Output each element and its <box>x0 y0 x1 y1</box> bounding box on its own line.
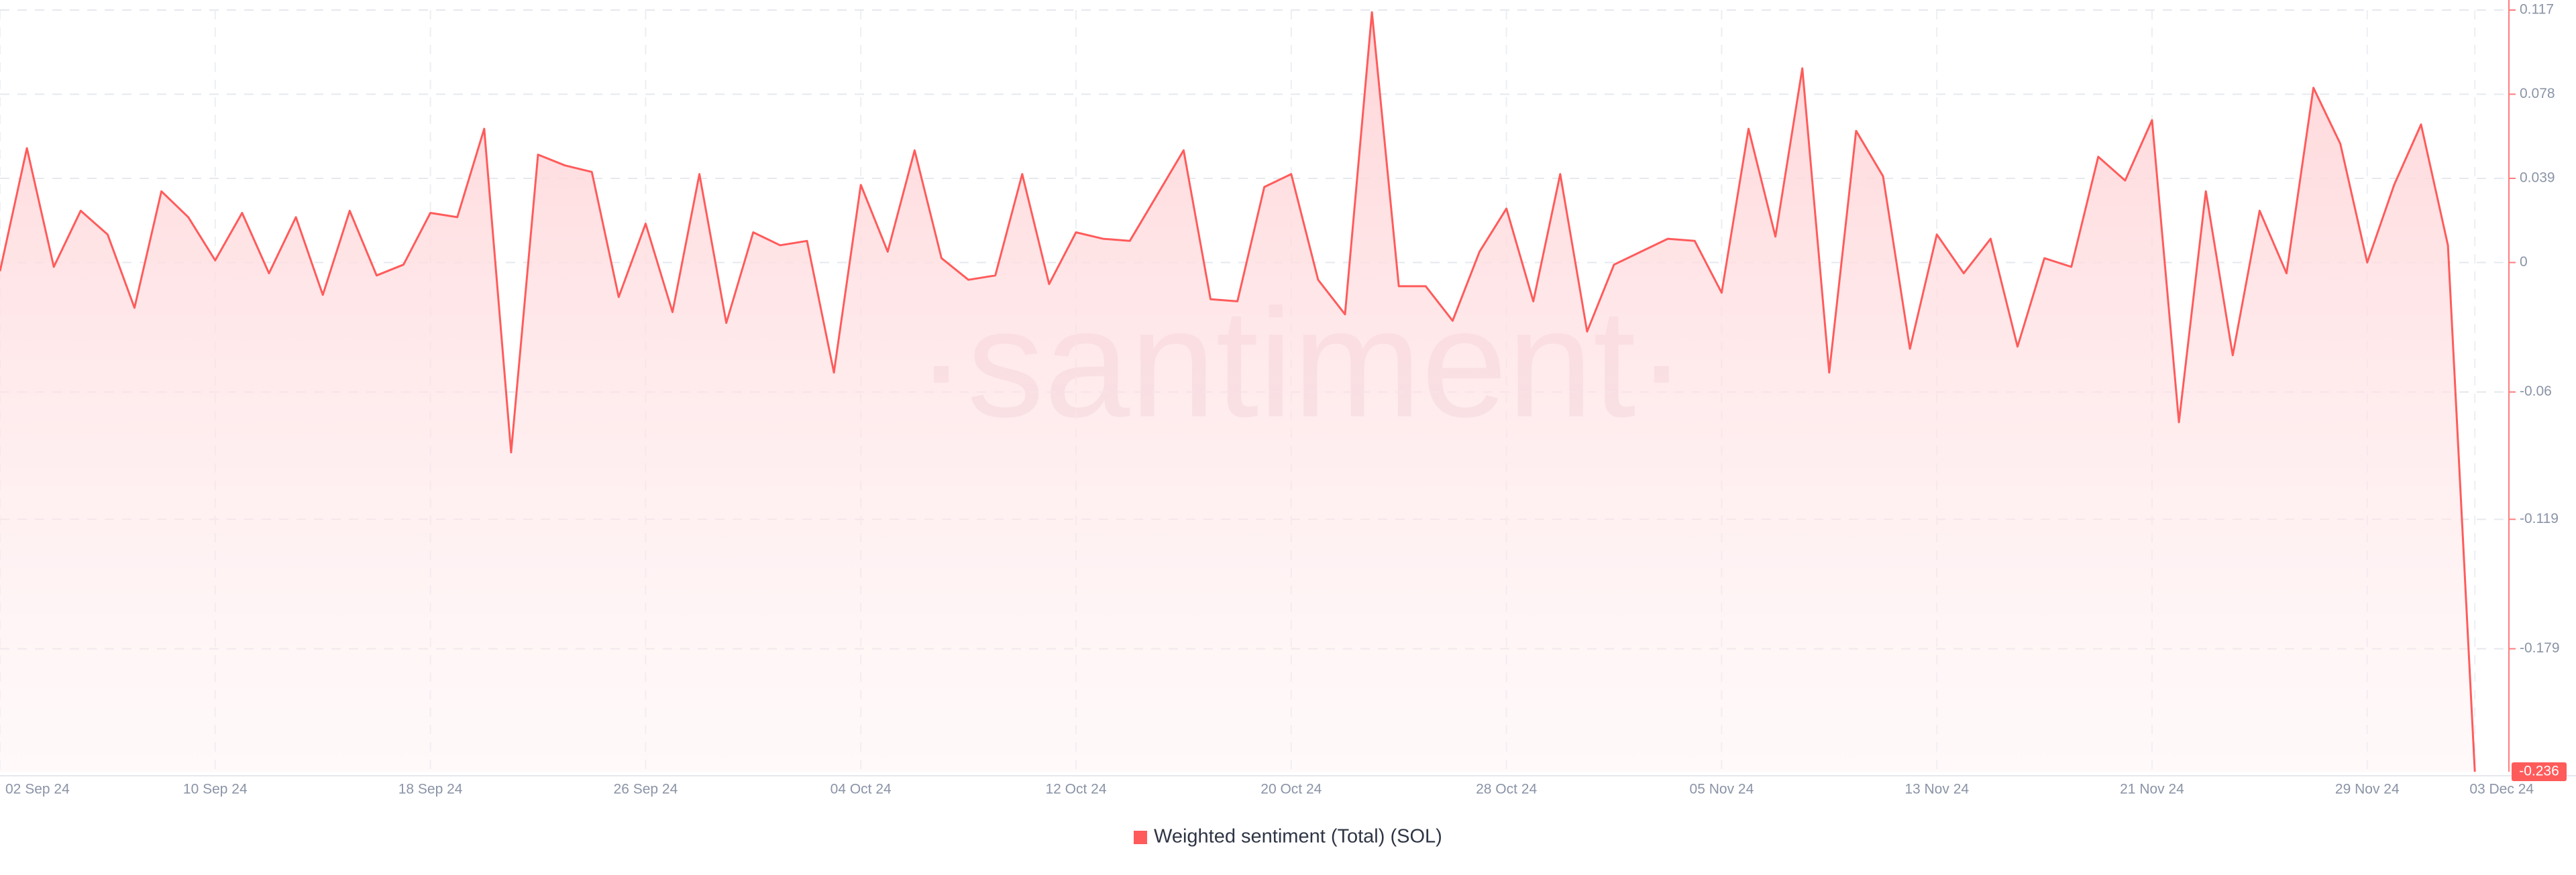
y-tick-label: 0 <box>2520 254 2528 270</box>
x-tick-label: 02 Sep 24 <box>5 782 70 797</box>
last-value-box <box>2512 762 2567 781</box>
y-tick-label: -0.179 <box>2520 640 2560 656</box>
x-tick-label: 12 Oct 24 <box>1045 782 1106 797</box>
x-tick-label: 20 Oct 24 <box>1260 782 1322 797</box>
x-tick-label: 29 Nov 24 <box>2335 782 2400 797</box>
legend-swatch <box>1134 831 1147 844</box>
x-tick-label: 04 Oct 24 <box>830 782 892 797</box>
y-tick-label: 0.078 <box>2520 86 2555 101</box>
area-fill <box>0 12 2475 772</box>
x-tick-label: 18 Sep 24 <box>398 782 463 797</box>
x-tick-label: 26 Sep 24 <box>614 782 678 797</box>
y-tick-label: 0.117 <box>2520 2 2554 17</box>
y-tick-label: -0.119 <box>2520 511 2559 526</box>
x-tick-label: 10 Sep 24 <box>183 782 248 797</box>
x-tick-label: 05 Nov 24 <box>1690 782 1754 797</box>
x-tick-label: 21 Nov 24 <box>2120 782 2184 797</box>
last-value-label: -0.236 <box>2519 764 2559 779</box>
x-tick-label: 03 Dec 24 <box>2469 782 2534 797</box>
y-tick-label: -0.06 <box>2520 384 2552 399</box>
legend-label: Weighted sentiment (Total) (SOL) <box>1154 826 1442 848</box>
x-tick-label: 28 Oct 24 <box>1476 782 1537 797</box>
y-tick-label: 0.039 <box>2520 170 2555 186</box>
line <box>0 11 2476 772</box>
x-tick-label: 13 Nov 24 <box>1904 782 1969 797</box>
